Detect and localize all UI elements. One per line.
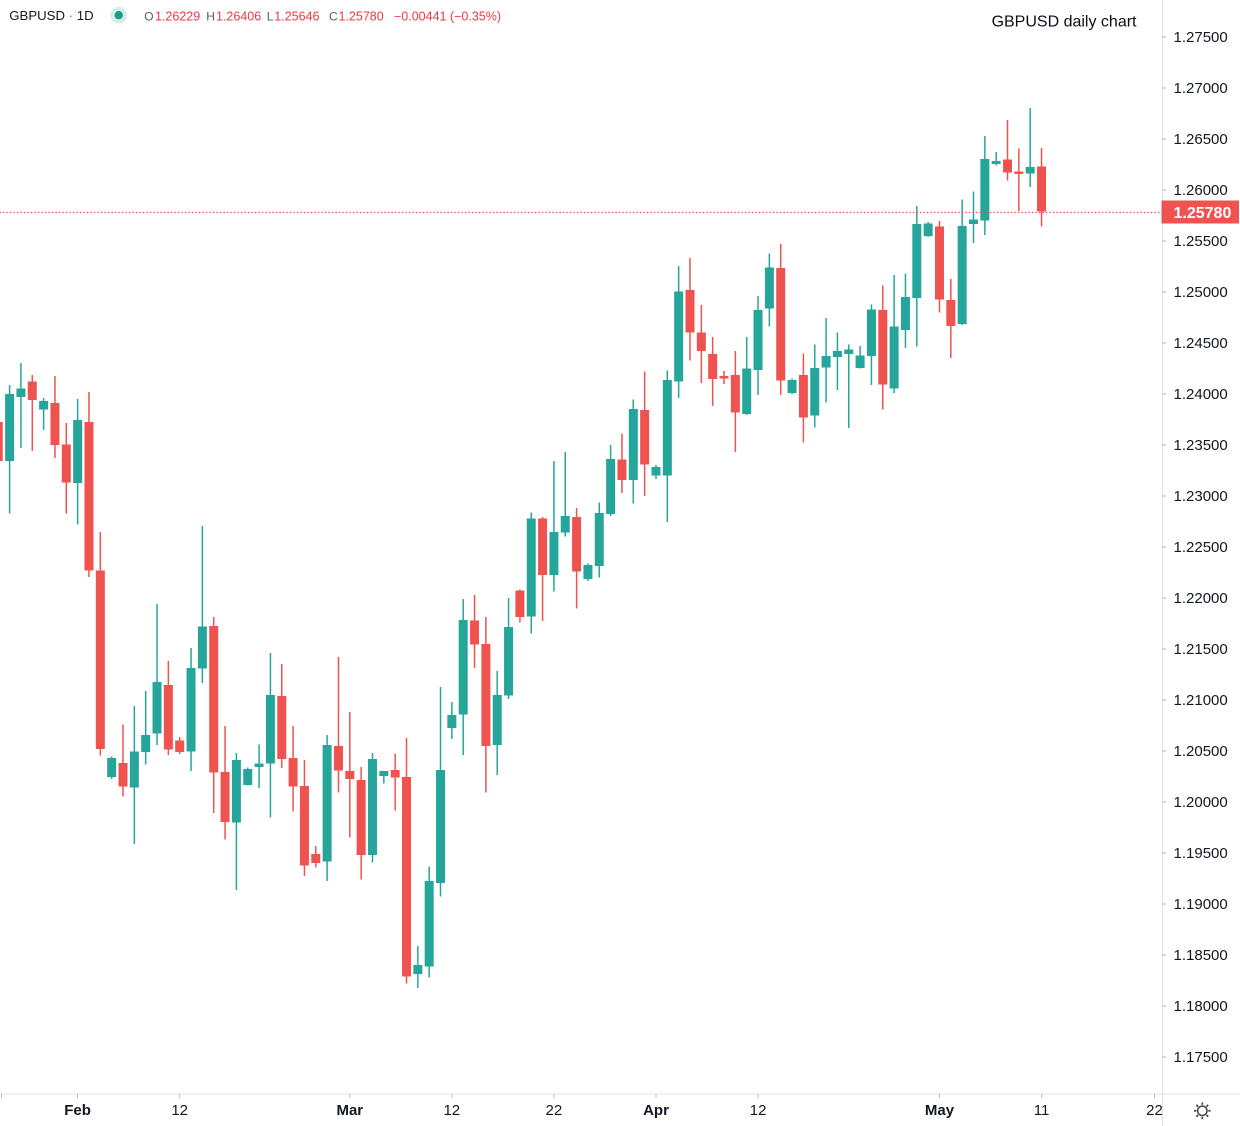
svg-text:1.23000: 1.23000 bbox=[1174, 488, 1228, 505]
svg-text:1.25780: 1.25780 bbox=[339, 10, 384, 24]
svg-text:1.19500: 1.19500 bbox=[1174, 845, 1228, 862]
svg-text:22: 22 bbox=[1146, 1102, 1163, 1119]
svg-text:1.17500: 1.17500 bbox=[1174, 1049, 1228, 1066]
svg-text:1.25646: 1.25646 bbox=[274, 10, 319, 24]
svg-text:1.21000: 1.21000 bbox=[1174, 692, 1228, 709]
svg-text:L: L bbox=[267, 10, 274, 24]
svg-text:Mar: Mar bbox=[336, 1102, 363, 1119]
svg-text:·: · bbox=[69, 8, 73, 23]
svg-text:Feb: Feb bbox=[64, 1102, 91, 1119]
svg-text:1.27500: 1.27500 bbox=[1174, 29, 1228, 46]
svg-text:22: 22 bbox=[546, 1102, 563, 1119]
svg-text:1.25500: 1.25500 bbox=[1174, 233, 1228, 250]
svg-text:1.26229: 1.26229 bbox=[155, 10, 200, 24]
svg-text:1.20500: 1.20500 bbox=[1174, 743, 1228, 760]
svg-text:1.25780: 1.25780 bbox=[1174, 205, 1232, 222]
svg-text:1.26406: 1.26406 bbox=[216, 10, 261, 24]
svg-text:1.24000: 1.24000 bbox=[1174, 386, 1228, 403]
svg-text:O: O bbox=[144, 10, 153, 24]
svg-text:1.22000: 1.22000 bbox=[1174, 590, 1228, 607]
svg-text:1.26000: 1.26000 bbox=[1174, 182, 1228, 199]
svg-text:1.27000: 1.27000 bbox=[1174, 80, 1228, 97]
svg-text:1.20000: 1.20000 bbox=[1174, 794, 1228, 811]
svg-text:GBPUSD daily chart: GBPUSD daily chart bbox=[992, 14, 1137, 31]
svg-text:1.25000: 1.25000 bbox=[1174, 284, 1228, 301]
svg-text:1.19000: 1.19000 bbox=[1174, 896, 1228, 913]
svg-text:11: 11 bbox=[1034, 1102, 1050, 1119]
svg-text:1.23500: 1.23500 bbox=[1174, 437, 1228, 454]
svg-text:Apr: Apr bbox=[643, 1102, 669, 1119]
svg-text:H: H bbox=[206, 10, 215, 24]
svg-text:1.18500: 1.18500 bbox=[1174, 947, 1228, 964]
svg-text:−0.00441 (−0.35%): −0.00441 (−0.35%) bbox=[394, 10, 501, 24]
svg-text:1D: 1D bbox=[77, 8, 94, 23]
svg-text:1.18000: 1.18000 bbox=[1174, 998, 1228, 1015]
svg-text:12: 12 bbox=[443, 1102, 460, 1119]
svg-text:1.22500: 1.22500 bbox=[1174, 539, 1228, 556]
svg-text:C: C bbox=[329, 10, 338, 24]
svg-text:GBPUSD: GBPUSD bbox=[9, 8, 65, 23]
svg-text:1.26500: 1.26500 bbox=[1174, 131, 1228, 148]
svg-text:1.21500: 1.21500 bbox=[1174, 641, 1228, 658]
svg-text:12: 12 bbox=[171, 1102, 188, 1119]
svg-text:12: 12 bbox=[750, 1102, 767, 1119]
svg-text:1.24500: 1.24500 bbox=[1174, 335, 1228, 352]
svg-text:May: May bbox=[925, 1102, 955, 1119]
